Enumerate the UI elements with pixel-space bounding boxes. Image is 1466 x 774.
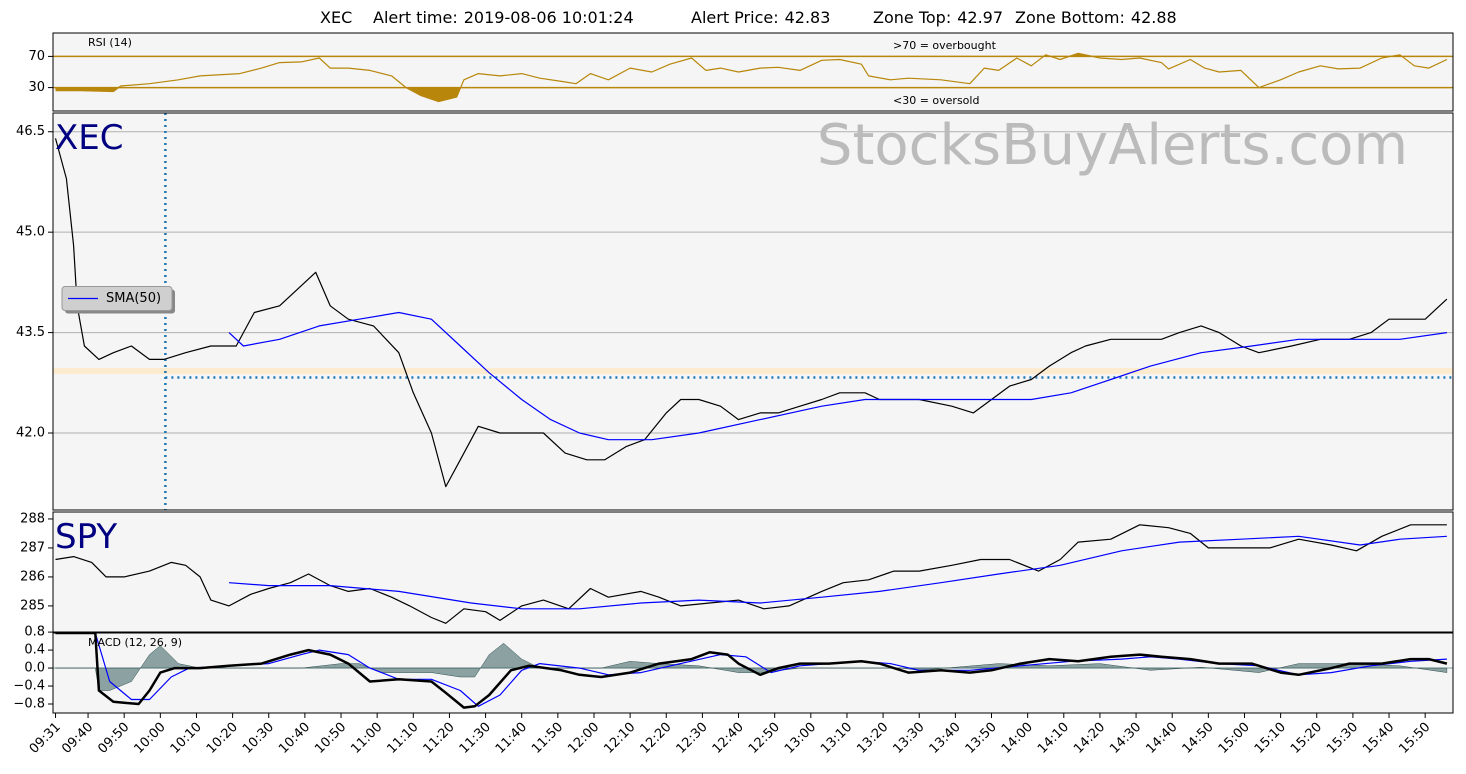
panel-background [53,512,1453,632]
x-tick-label: 14:30 [1107,720,1144,757]
x-tick-label: 15:10 [1252,720,1289,757]
x-tick-label: 13:00 [782,720,819,757]
y-tick-label: 42.0 [16,426,45,441]
panel-plot [55,524,1447,624]
x-tick-label: 10:50 [312,720,349,757]
x-tick-label: 11:30 [457,720,494,757]
zone-top-label: Zone Top: [873,8,951,27]
x-tick-label: 15:20 [1288,720,1325,757]
symbol-label: SPY [55,517,117,557]
x-tick-label: 11:20 [421,720,458,757]
x-tick-label: 13:50 [963,720,1000,757]
series-line [228,311,1447,441]
watermark: StocksBuyAlerts.com [817,113,1408,178]
x-tick-label: 11:50 [529,720,566,757]
x-tick-label: 10:30 [240,720,277,757]
panel-plot [53,52,1453,103]
zone-top-value: 42.97 [957,8,1003,27]
y-tick-label: 45.0 [16,225,45,240]
x-tick-label: 09:50 [95,720,132,757]
x-tick-label: 13:10 [818,720,855,757]
panel-frame [52,112,1454,511]
alert-zone [53,368,1453,375]
panel-label: MACD (12, 26, 9) [88,636,182,649]
title-zone-bottom: Zone Bottom: 42.88 [1015,8,1177,27]
annotation: >70 = overbought [893,39,997,52]
x-tick-label: 11:10 [385,720,422,757]
x-tick-label: 15:50 [1396,720,1433,757]
legend-label: SMA(50) [106,291,161,306]
x-tick-label: 15:30 [1324,720,1361,757]
title-symbol: XEC [320,8,352,27]
y-tick-label: 46.5 [16,124,45,139]
alert-time-label: Alert time: [373,8,458,27]
zone-bottom-label: Zone Bottom: [1015,8,1125,27]
y-tick-label: 30 [28,80,45,95]
x-tick-label: 12:00 [565,720,602,757]
panel-label: RSI (14) [88,36,132,49]
symbol-label: XEC [55,118,124,158]
y-tick-label: 287 [20,540,45,555]
y-tick-label: 0.4 [24,643,45,658]
x-tick-label: 09:40 [59,720,96,757]
histogram-area [55,642,1448,691]
series-line [55,52,1448,103]
series-line [55,633,1448,709]
panel-frame [52,632,1454,714]
x-tick-label: 12:10 [601,720,638,757]
x-tick-label: 15:00 [1216,720,1253,757]
y-tick-label: 0.8 [24,625,45,640]
alert-price-label: Alert Price: [691,8,779,27]
x-tick-label: 10:20 [204,720,241,757]
title-alert-time: Alert time: 2019-08-06 10:01:24 [373,8,634,27]
series-line [228,535,1447,610]
x-tick-label: 13:20 [854,720,891,757]
panel-frame [52,511,1454,633]
x-tick-label: 12:30 [674,720,711,757]
panel-plot: StocksBuyAlerts.com [53,113,1453,510]
x-tick-label: 14:20 [1071,720,1108,757]
alert-time-value: 2019-08-06 10:01:24 [464,8,634,27]
x-tick-label: 13:40 [927,720,964,757]
y-tick-label: 288 [20,511,45,526]
legend-box [61,286,173,311]
panel-plot [53,633,1453,709]
x-tick-label: 12:50 [746,720,783,757]
title-zone-top: Zone Top: 42.97 [873,8,1003,27]
x-tick-label: 10:10 [168,720,205,757]
x-tick-label: 14:50 [1180,720,1217,757]
y-tick-label: 0.0 [24,661,45,676]
annotation: <30 = oversold [893,94,979,107]
x-tick-label: 12:20 [637,720,674,757]
y-tick-label: −0.4 [13,679,45,694]
zone-bottom-value: 42.88 [1131,8,1177,27]
x-tick-label: 09:31 [27,720,64,757]
x-tick-label: 11:00 [348,720,385,757]
alert-price-value: 42.83 [785,8,831,27]
x-tick-label: 13:30 [890,720,927,757]
panel-frame [52,32,1454,112]
x-tick-label: 10:40 [276,720,313,757]
panel-background [53,633,1453,713]
title-alert-price: Alert Price: 42.83 [691,8,830,27]
x-tick-label: 11:40 [493,720,530,757]
x-tick-label: 12:40 [710,720,747,757]
y-tick-label: 286 [20,569,45,584]
y-tick-label: 70 [28,49,45,64]
x-tick-label: 15:40 [1360,720,1397,757]
series-line [54,138,1448,488]
x-tick-label: 14:40 [1143,720,1180,757]
series-line [55,524,1447,624]
x-tick-label: 14:10 [1035,720,1072,757]
y-tick-label: −0.8 [13,697,45,712]
y-tick-label: 43.5 [16,325,45,340]
x-tick-label: 10:00 [132,720,169,757]
panel-background [53,113,1453,510]
x-tick-label: 14:00 [999,720,1036,757]
y-tick-label: 285 [20,598,45,613]
